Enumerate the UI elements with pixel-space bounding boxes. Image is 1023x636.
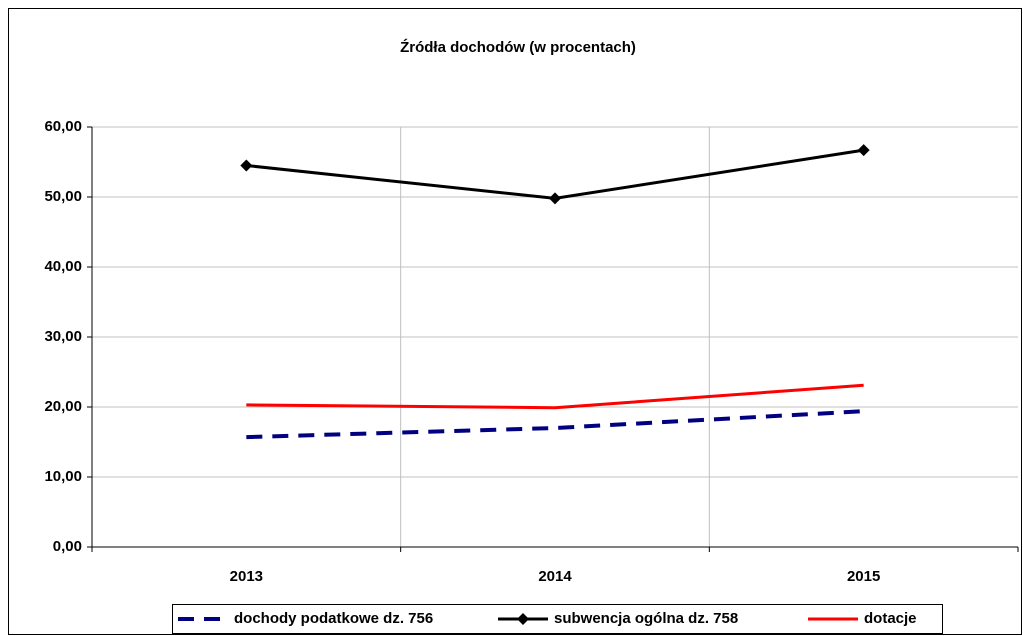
- point-marker: [240, 159, 253, 172]
- x-tick-label: 2015: [847, 568, 880, 585]
- y-tick-label: 60,00: [44, 118, 82, 135]
- y-tick-label: 50,00: [44, 188, 82, 205]
- y-tick-label: 30,00: [44, 328, 82, 345]
- chart-border: [8, 8, 1022, 635]
- y-tick-label: 10,00: [44, 468, 82, 485]
- y-tick-label: 40,00: [44, 258, 82, 275]
- chart-title: Źródła dochodów (w procentach): [400, 39, 636, 56]
- legend-label: subwencja ogólna dz. 758: [554, 610, 738, 627]
- legend-marker: [517, 613, 529, 625]
- x-tick-label: 2013: [230, 568, 263, 585]
- point-marker: [549, 192, 561, 205]
- legend-label: dotacje: [864, 610, 917, 627]
- point-marker: [857, 144, 870, 157]
- y-tick-label: 0,00: [53, 538, 82, 555]
- y-tick-label: 20,00: [44, 398, 82, 415]
- legend-label: dochody podatkowe dz. 756: [234, 610, 433, 627]
- x-tick-label: 2014: [538, 568, 572, 585]
- series-line: [246, 383, 864, 410]
